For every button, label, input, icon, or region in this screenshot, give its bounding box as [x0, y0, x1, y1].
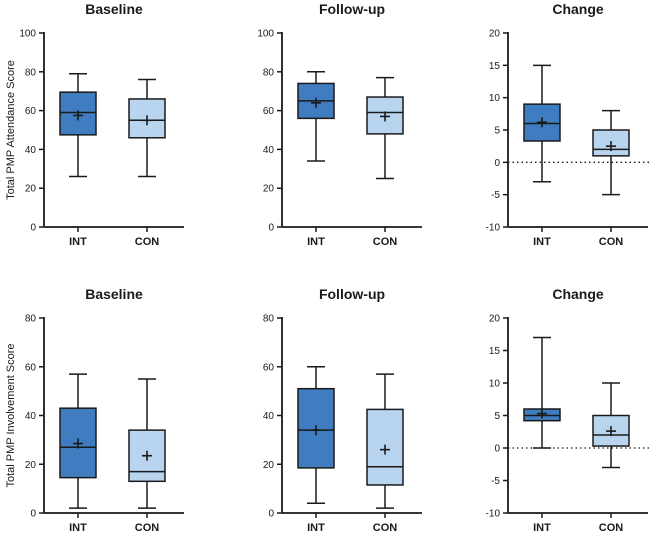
box-con [128, 378, 166, 509]
y-tick-label: 80 [263, 314, 275, 325]
category-label-con: CON [135, 522, 160, 534]
box-con [128, 78, 166, 178]
y-tick-label: 10 [489, 379, 501, 390]
category-label-con: CON [599, 236, 624, 248]
y-tick-label: 60 [263, 106, 275, 117]
y-tick-label: 5 [494, 411, 500, 422]
chart-panel-1: Baseline Total PMP Attendance Score 0 20 40 6… [5, 1, 184, 248]
y-tick-label: 40 [25, 411, 37, 422]
box-con [366, 76, 404, 180]
y-tick-label: 15 [489, 61, 501, 72]
box-int [523, 64, 561, 183]
y-tick-label: 20 [25, 460, 37, 471]
y-tick-label: 60 [25, 106, 37, 117]
y-tick-label: 60 [25, 362, 37, 373]
y-axis-label: Total PMP Attendance Score [5, 60, 17, 200]
y-tick-label: 20 [263, 184, 275, 195]
chart-title: Baseline [85, 1, 143, 17]
y-tick-label: 40 [263, 411, 275, 422]
category-label-con: CON [135, 236, 160, 248]
iqr-box [366, 96, 404, 135]
box-int [297, 71, 335, 162]
y-tick-label: 5 [494, 126, 500, 137]
box-int [59, 373, 97, 509]
y-tick-label: -5 [491, 190, 500, 201]
y-tick-label: 80 [25, 314, 37, 325]
category-label-con: CON [373, 522, 398, 534]
y-tick-label: 80 [25, 67, 37, 78]
y-tick-label: 0 [268, 509, 274, 520]
category-label-int: INT [69, 522, 87, 534]
y-tick-label: -10 [486, 223, 501, 234]
chart-panel-4: Baseline Total PMP Involvement Score 0 20 40… [5, 286, 184, 534]
y-tick-label: 20 [489, 314, 501, 325]
chart-panel-2: Follow-up 0 20 40 60 80 100 INT CON [257, 1, 422, 248]
chart-title: Follow-up [319, 1, 385, 17]
y-tick-label: 80 [263, 67, 275, 78]
box-int [59, 72, 97, 178]
y-tick-label: 0 [494, 444, 500, 455]
category-label-int: INT [533, 236, 551, 248]
box-con [592, 109, 630, 196]
y-tick-label: 0 [30, 509, 36, 520]
chart-title: Change [552, 1, 604, 17]
box-con [366, 373, 404, 509]
y-tick-label: 40 [263, 145, 275, 156]
box-int [297, 366, 335, 504]
category-label-int: INT [533, 522, 551, 534]
category-label-int: INT [307, 522, 325, 534]
y-tick-label: 20 [25, 184, 37, 195]
category-label-int: INT [307, 236, 325, 248]
box-int [523, 336, 561, 449]
y-tick-label: 40 [25, 145, 37, 156]
category-label-con: CON [373, 236, 398, 248]
y-tick-label: 0 [30, 223, 36, 234]
chart-title: Baseline [85, 286, 143, 302]
chart-panel-6: Change -10 -5 0 5 10 15 20 INT CON [486, 286, 652, 534]
y-tick-label: 0 [494, 158, 500, 169]
y-tick-label: 10 [489, 93, 501, 104]
chart-title: Follow-up [319, 286, 385, 302]
category-label-int: INT [69, 236, 87, 248]
y-tick-label: 20 [489, 29, 501, 40]
y-axis-label: Total PMP Involvement Score [5, 343, 17, 487]
y-tick-label: -10 [486, 509, 501, 520]
category-label-con: CON [599, 522, 624, 534]
y-tick-label: 15 [489, 346, 501, 357]
box-con [592, 382, 630, 469]
chart-panel-5: Follow-up 0 20 40 60 80 INT CON [263, 286, 422, 534]
y-tick-label: 100 [19, 29, 36, 40]
y-tick-label: 100 [257, 29, 274, 40]
y-tick-label: 60 [263, 362, 275, 373]
y-tick-label: 0 [268, 223, 274, 234]
y-tick-label: 20 [263, 460, 275, 471]
chart-panel-3: Change -10 -5 0 5 10 15 20 INT CON [486, 1, 652, 248]
y-tick-label: -5 [491, 476, 500, 487]
chart-title: Change [552, 286, 604, 302]
